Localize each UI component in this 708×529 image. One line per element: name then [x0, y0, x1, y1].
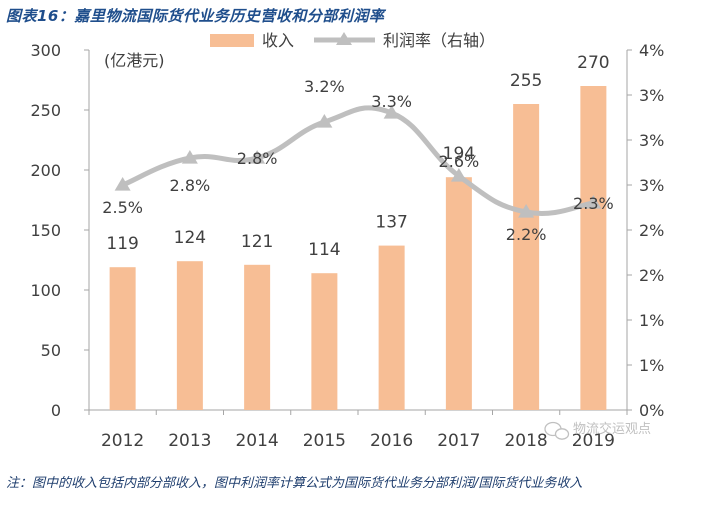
right-tick-label: 3% [639, 176, 664, 195]
bar-2016 [378, 245, 405, 410]
data-labels: 119 124 121 114 137 194 255 270 2.5% 2.8% 2.8% 3.2%… [102, 53, 613, 260]
legend: 收入 利润率（右轴） [210, 31, 495, 50]
right-tick-label: 2% [639, 266, 664, 285]
margin-value-label: 3.2% [304, 77, 345, 96]
right-tick-label: 0% [639, 401, 664, 420]
bar-value-label: 255 [510, 71, 542, 91]
wechat-icon [544, 421, 570, 440]
bar-2017 [445, 177, 472, 410]
margin-value-label: 2.6% [439, 152, 480, 171]
margin-value-label: 2.3% [573, 194, 614, 213]
margin-point-2017 [450, 168, 467, 182]
right-tick-label: 1% [639, 356, 664, 375]
margin-value-label: 3.3% [371, 92, 412, 111]
bar-2013 [176, 261, 203, 410]
bar-2019 [580, 86, 607, 410]
x-tick-label: 2015 [303, 431, 346, 451]
right-tick-label: 4% [639, 41, 664, 60]
margin-point-2014 [249, 150, 266, 164]
margin-value-label: 2.8% [170, 176, 211, 195]
bar-value-label: 121 [241, 232, 273, 252]
left-tick-label: 50 [41, 341, 61, 360]
x-tick-label: 2012 [101, 431, 144, 451]
bar-value-label: 114 [308, 240, 340, 260]
bar-value-label: 194 [443, 144, 475, 164]
margin-point-2015 [316, 114, 333, 128]
watermark: 物流交运观点 [573, 421, 651, 437]
left-tick-label: 100 [30, 281, 61, 300]
figure-title: 图表16：嘉里物流国际货代业务历史营收和分部利润率 [6, 7, 385, 25]
y-axis-label: (亿港元) [104, 51, 165, 70]
margin-point-2013 [181, 150, 198, 164]
footnote: 注：图中的收入包括内部分部收入，图中利润率计算公式为国际货代业务分部利润/国际货… [6, 476, 583, 491]
legend-margin-label: 利润率（右轴） [383, 31, 495, 50]
bar-value-label: 137 [375, 213, 407, 233]
left-tick-label: 200 [30, 161, 61, 180]
x-tick-label: 2017 [437, 431, 480, 451]
right-tick-label: 3% [639, 131, 664, 150]
left-tick-label: 150 [30, 221, 61, 240]
x-tick-label: 2016 [370, 431, 413, 451]
left-tick-label: 250 [30, 101, 61, 120]
x-tick-label: 2018 [504, 431, 547, 451]
bar-value-label: 119 [106, 234, 138, 254]
bar-2018 [513, 104, 540, 410]
x-tick-label: 2013 [168, 431, 211, 451]
right-tick-label: 3% [639, 86, 664, 105]
margin-point-2019 [585, 195, 602, 209]
bar-value-label: 124 [174, 228, 206, 248]
x-tick-label: 2019 [572, 431, 615, 451]
margin-value-label: 2.2% [506, 225, 547, 244]
bar-2012 [109, 267, 136, 410]
margin-point-2016 [383, 105, 400, 119]
margin-point-2018 [518, 204, 535, 218]
bar-2014 [244, 264, 271, 410]
margin-value-label: 2.8% [237, 149, 278, 168]
axes: 0 50 100 150 200 250 300 0% 1% 1% 2% 2% 3% 3% 3% 4% 2012… [30, 41, 664, 451]
bar-value-label: 270 [577, 53, 609, 73]
revenue-bars [109, 86, 607, 410]
legend-triangle-marker [336, 32, 352, 45]
left-tick-label: 300 [30, 41, 61, 60]
left-tick-label: 0 [51, 401, 61, 420]
right-tick-label: 2% [639, 221, 664, 240]
right-tick-label: 1% [639, 311, 664, 330]
margin-line [114, 105, 602, 218]
combo-chart: 0 50 100 150 200 250 300 0% 1% 1% 2% 2% 3% 3% 3% 4% 2012… [30, 31, 664, 451]
margin-value-label: 2.5% [102, 198, 143, 217]
x-tick-label: 2014 [235, 431, 278, 451]
bar-2015 [311, 273, 338, 410]
margin-point-2012 [114, 177, 131, 191]
legend-revenue-label: 收入 [262, 31, 294, 50]
legend-bar-swatch [210, 34, 254, 47]
margin-line-path [121, 105, 594, 216]
